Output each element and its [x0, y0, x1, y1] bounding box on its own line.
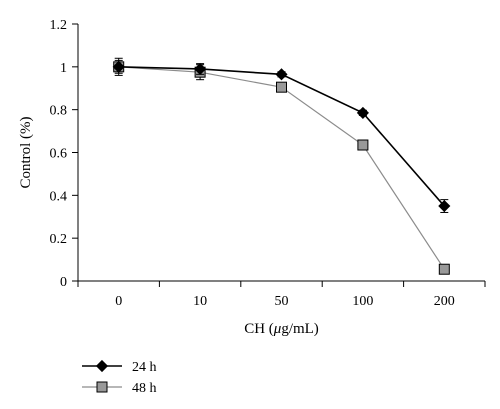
- y-tick-label: 0.4: [50, 189, 68, 204]
- series-layer: [112, 57, 451, 275]
- y-tick-label: 0.2: [50, 232, 68, 247]
- x-tick-label: 200: [434, 294, 455, 309]
- legend-item-24h: 24 h: [82, 359, 157, 375]
- y-tick-label: 0: [60, 275, 67, 290]
- x-axis-label-prefix: CH (: [244, 321, 274, 337]
- x-tick-label: 0: [115, 294, 122, 309]
- series-48h: [113, 57, 450, 275]
- series-24h: [112, 59, 451, 213]
- y-axis-ticks: 0 0.2 0.4 0.6 0.8 1 1.2: [50, 18, 78, 290]
- legend-label-48h: 48 h: [132, 381, 157, 396]
- legend-marker-diamond: [95, 359, 109, 373]
- x-axis-label-mu: μ: [273, 321, 282, 337]
- data-point-diamond: [356, 106, 369, 119]
- x-axis-label: CH (μg/mL): [244, 321, 319, 337]
- x-tick-label: 10: [193, 294, 207, 309]
- data-point-square: [357, 139, 369, 151]
- data-point-diamond: [438, 199, 451, 213]
- x-tick-label: 100: [352, 294, 373, 309]
- series-line: [118, 66, 445, 270]
- data-point-square: [438, 263, 450, 275]
- legend-item-48h: 48 h: [82, 381, 157, 396]
- y-tick-label: 0.6: [50, 147, 68, 162]
- x-axis-ticks: 0 10 50 100 200: [77, 281, 486, 309]
- legend-marker-square: [96, 381, 108, 393]
- y-tick-label: 1: [60, 61, 67, 76]
- data-point-square: [276, 81, 287, 93]
- legend-label-24h: 24 h: [132, 360, 157, 375]
- x-tick-label: 50: [275, 294, 289, 309]
- data-point-diamond: [194, 62, 207, 76]
- y-tick-label: 0.8: [50, 104, 68, 119]
- data-point-diamond: [112, 60, 125, 73]
- x-axis-label-suffix: g/mL): [281, 321, 319, 337]
- legend: 24 h 48 h: [82, 359, 157, 396]
- data-point-diamond: [275, 68, 288, 81]
- y-axis-label: Control (%): [18, 116, 34, 188]
- y-tick-label: 1.2: [50, 18, 68, 33]
